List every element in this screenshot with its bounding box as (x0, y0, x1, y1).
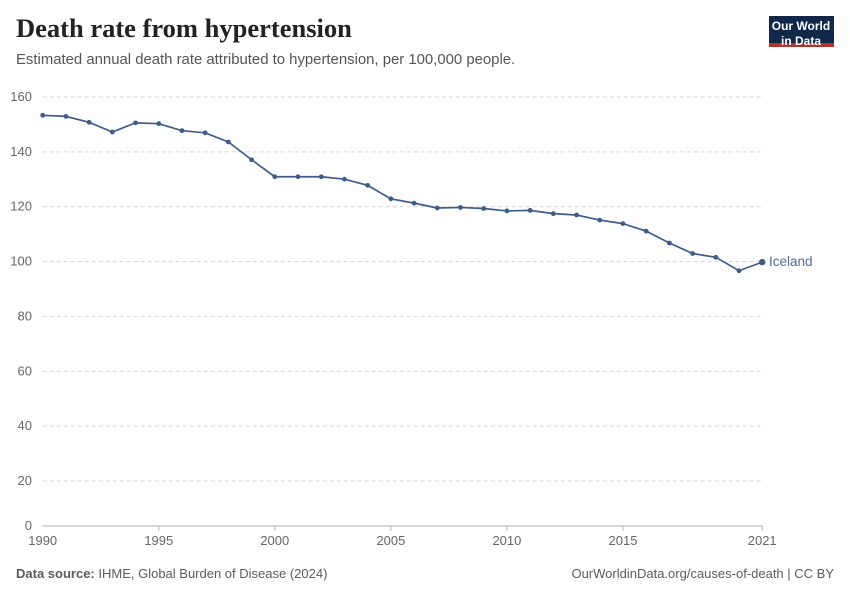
svg-text:Iceland: Iceland (769, 254, 813, 269)
svg-text:120: 120 (10, 199, 32, 214)
svg-text:80: 80 (18, 308, 32, 323)
svg-text:2005: 2005 (376, 533, 405, 548)
svg-text:1995: 1995 (144, 533, 173, 548)
svg-text:2000: 2000 (260, 533, 289, 548)
svg-text:160: 160 (10, 89, 32, 104)
svg-text:140: 140 (10, 144, 32, 159)
svg-text:60: 60 (18, 363, 32, 378)
svg-text:2015: 2015 (609, 533, 638, 548)
svg-text:1990: 1990 (28, 533, 57, 548)
svg-text:40: 40 (18, 418, 32, 433)
svg-text:2010: 2010 (492, 533, 521, 548)
svg-text:100: 100 (10, 254, 32, 269)
svg-text:20: 20 (18, 473, 32, 488)
svg-text:2021: 2021 (748, 533, 777, 548)
svg-text:0: 0 (25, 518, 32, 533)
